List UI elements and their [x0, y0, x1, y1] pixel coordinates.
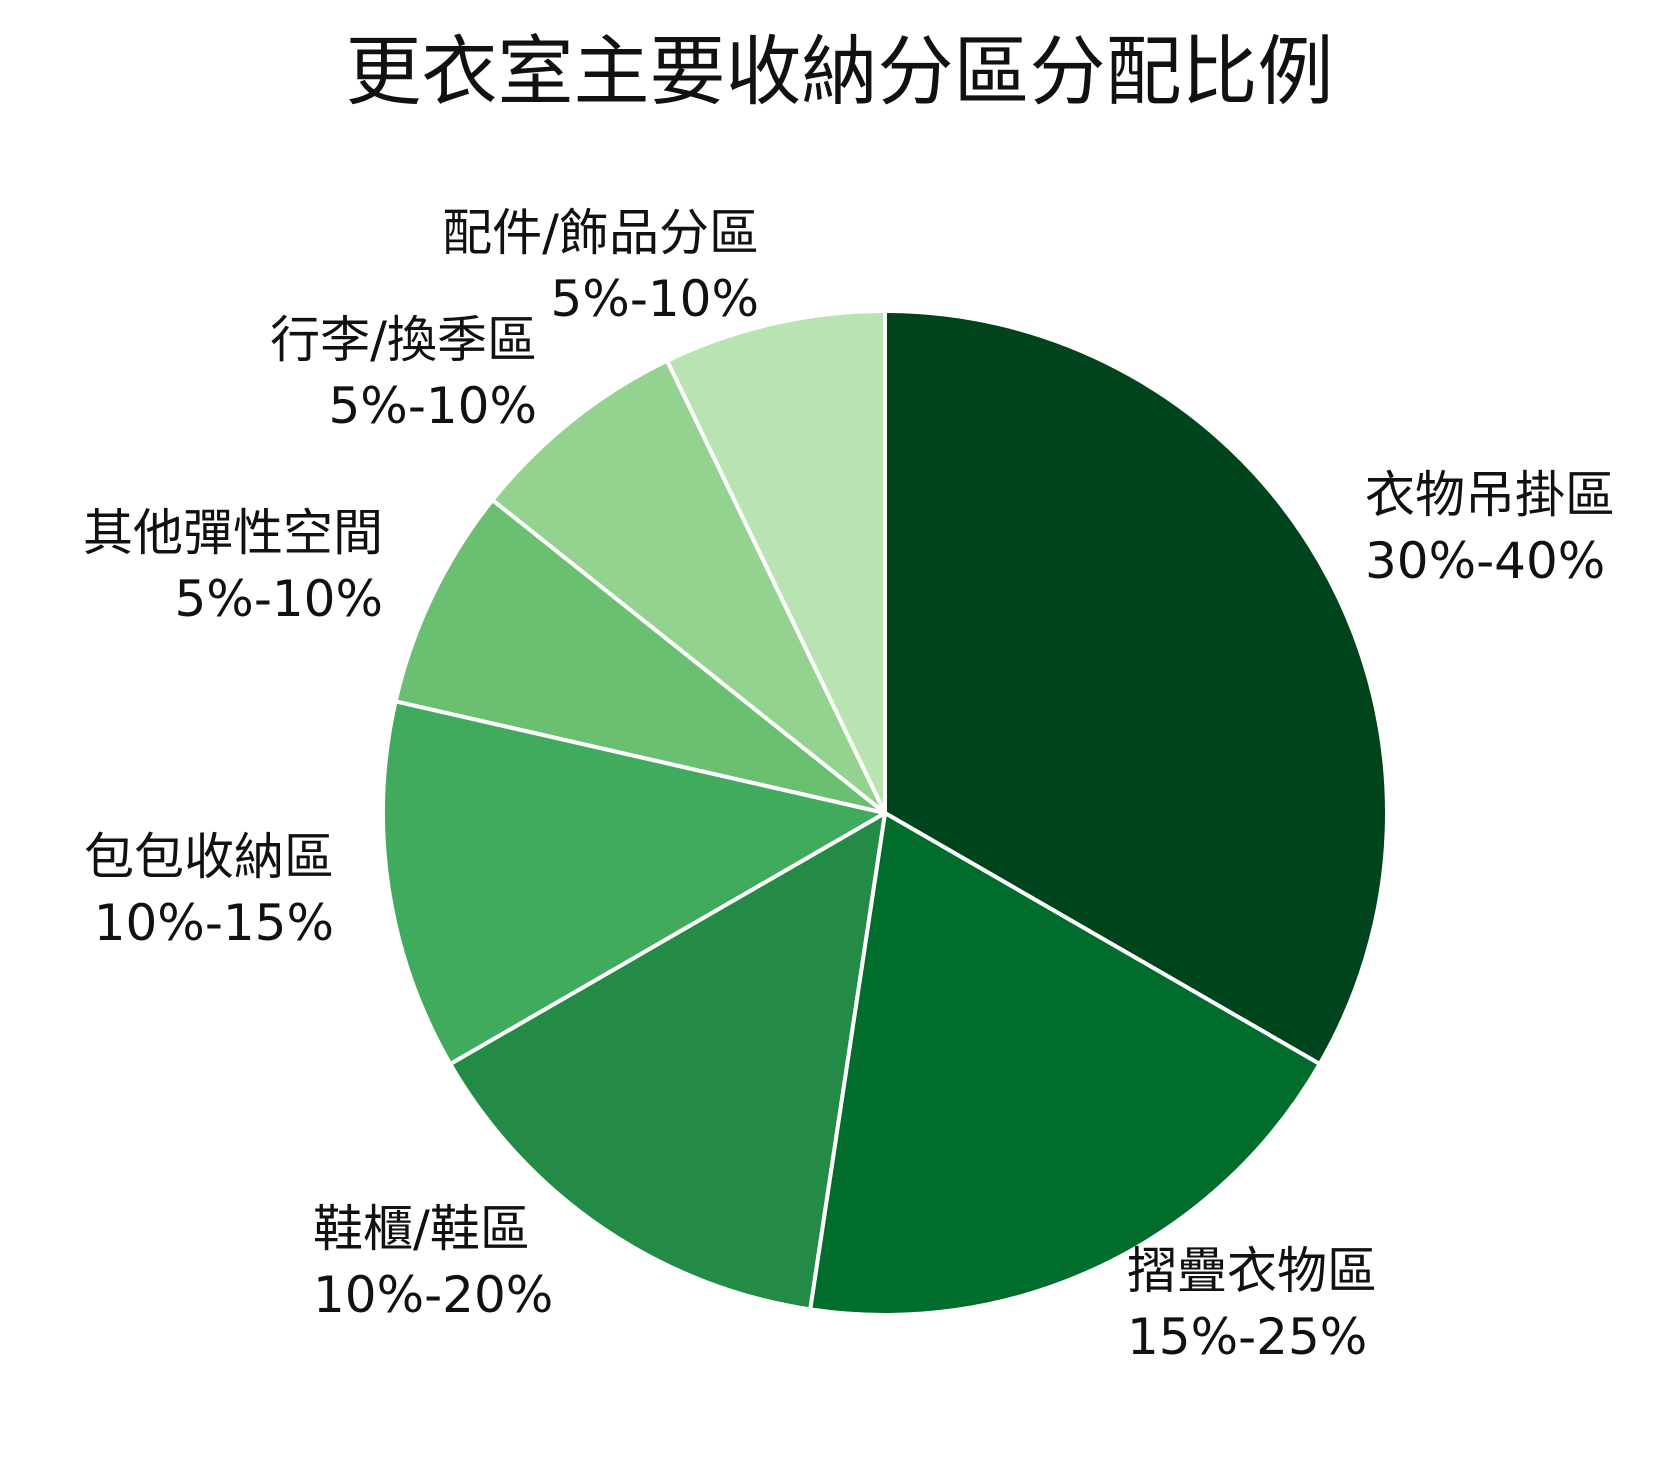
pie-slice [381, 699, 887, 1066]
slice-label-shoes: 鞋櫃/鞋區 10%-20% [313, 1200, 554, 1324]
slice-label-bags: 包包收納區 10%-15% [84, 828, 334, 952]
slice-label-hanging: 衣物吊掛區 30%-40% [1365, 466, 1615, 590]
pie-slice [808, 811, 1322, 1317]
slice-label-folded: 摺疊衣物區 15%-25% [1127, 1242, 1377, 1366]
pie-slice [490, 358, 887, 815]
pie-slice [883, 309, 1389, 1066]
pie-slice [448, 811, 887, 1312]
chart-title: 更衣室主要收納分區分配比例 [345, 27, 1334, 116]
slice-label-flex: 其他彈性空間 5%-10% [83, 504, 383, 628]
pie-slice [665, 309, 887, 815]
slice-label-luggage: 行李/換季區 5%-10% [270, 311, 537, 435]
pie-slice [393, 498, 887, 815]
slice-label-accessories: 配件/飾品分區 5%-10% [442, 204, 759, 328]
